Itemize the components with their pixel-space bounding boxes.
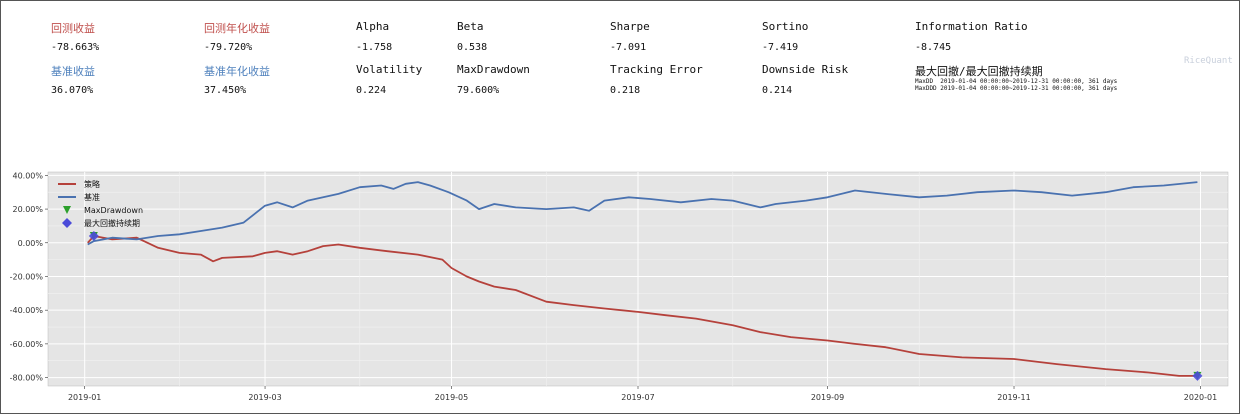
legend-label: 策略 [84,179,100,189]
y-tick-label: -20.00% [10,272,44,281]
legend-swatch-triangle [63,206,71,214]
metric-value-information-ratio: -8.745 [915,42,952,53]
y-tick-label: 40.00% [12,171,43,180]
y-tick-label: 0.00% [18,239,44,248]
max-drawdown-duration-marker [1192,370,1203,381]
x-tick-label: 2019-01 [68,393,101,402]
metric-value-tracking-error: 0.218 [610,85,641,96]
x-tick-label: 2019-05 [435,393,468,402]
legend-swatch-diamond [62,218,72,228]
x-tick-label: 2019-03 [248,393,281,402]
x-tick-label: 2019-09 [811,393,844,402]
metric-value-volatility: 0.224 [356,85,387,96]
metric-value-alpha: -1.758 [356,42,393,53]
metric-label-tracking-error: Tracking Error [610,63,703,76]
y-tick-label: -80.00% [10,374,44,383]
metric-label-sortino: Sortino [762,20,809,33]
metric-label-max-drawdown: MaxDrawdown [457,63,530,76]
x-tick-label: 2019-07 [621,393,654,402]
series-line-benchmark [87,181,1198,246]
legend-label: 最大回撤持续期 [84,218,140,228]
watermark-logo: RiceQuant [1184,56,1233,66]
x-tick-label: 2020-01 [1184,393,1217,402]
metric-label-benchmark-return: 基准收益 [51,65,95,78]
metric-label-volatility: Volatility [356,63,423,76]
legend-label: MaxDrawdown [84,206,143,215]
metric-value-sortino: -7.419 [762,42,799,53]
metric-value-max-drawdown: 79.600% [457,85,500,96]
y-tick-label: 20.00% [12,205,43,214]
metric-label-backtest-return: 回测收益 [51,22,95,35]
metric-value-beta: 0.538 [457,42,488,53]
max-drawdown-duration-marker [88,231,99,242]
metric-label-max-drawdown-duration: 最大回撤/最大回撤持续期 [915,65,1043,78]
metric-value-backtest-return: -78.663% [51,42,100,53]
series-line-strategy [87,235,1198,377]
maxddd-info-line: MaxDDD 2019-01-04 00:00:00~2019-12-31 00… [915,85,1118,92]
metric-label-beta: Beta [457,20,484,33]
metric-label-sharpe: Sharpe [610,20,650,33]
metric-label-downside-risk: Downside Risk [762,63,849,76]
metric-value-benchmark-return: 36.070% [51,85,94,96]
metric-label-information-ratio: Information Ratio [915,20,1028,33]
metric-label-benchmark-annual-return: 基准年化收益 [204,65,270,78]
y-tick-label: -40.00% [10,306,44,315]
metric-label-alpha: Alpha [356,20,390,33]
metric-value-sharpe: -7.091 [610,42,647,53]
metric-label-backtest-annual-return: 回测年化收益 [204,22,270,35]
metric-value-downside-risk: 0.214 [762,85,793,96]
metric-value-backtest-annual-return: -79.720% [204,42,253,53]
x-tick-label: 2019-11 [997,393,1030,402]
maxdd-info-line: MaxDD 2019-01-04 00:00:00~2019-12-31 00:… [915,78,1118,85]
y-tick-label: -60.00% [10,340,44,349]
legend-label: 基准 [84,192,100,202]
metric-value-benchmark-annual-return: 37.450% [204,85,247,96]
